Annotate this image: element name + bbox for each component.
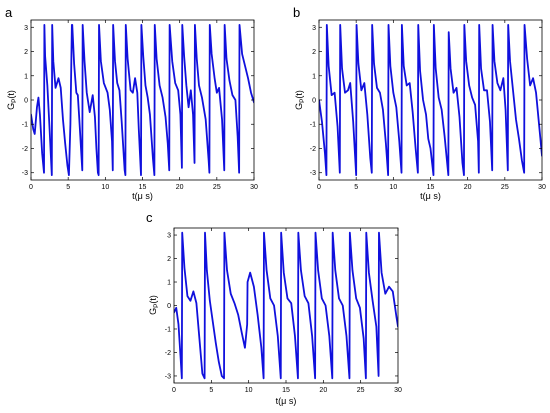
panel-a-xtick-label: 10: [101, 184, 109, 191]
panel-c-ytick-label: -3: [165, 373, 171, 380]
panel-c-ytick-label: 2: [167, 256, 171, 263]
panel-c-ylabel-sub: P: [153, 304, 160, 308]
panel-c-xtick-label: 15: [282, 387, 290, 394]
panel-b: b 0 5 10 15 20 25 30 -3 -2 -1 0 1 2 3 t(μ s) GP(t): [293, 5, 546, 201]
panel-a-xtick-label: 5: [66, 184, 70, 191]
panel-b-letter: b: [293, 5, 300, 20]
panel-a-xtick-label: 30: [250, 184, 258, 191]
panel-b-xlabel: t(μ s): [420, 191, 441, 201]
panel-b-ytick-label: 3: [312, 25, 316, 32]
panel-a-xtick-label: 15: [139, 184, 147, 191]
panel-b-ytick-label: -3: [310, 170, 316, 177]
panel-b-xtick-label: 15: [427, 184, 435, 191]
panel-b-xtick-label: 20: [464, 184, 472, 191]
panel-b-ytick-label: 0: [312, 98, 316, 105]
panel-b-ylabel: GP(t): [294, 90, 306, 110]
panel-c-xtick-label: 30: [394, 387, 402, 394]
panel-b-xtick-label: 25: [501, 184, 509, 191]
panel-c-plot: 0 5 10 15 20 25 30 -3 -2 -1 0 1 2 3: [165, 227, 402, 394]
panel-c-ytick-label: 0: [167, 303, 171, 310]
panel-c-letter: c: [146, 210, 153, 225]
panel-b-series-line-0: [319, 23, 542, 177]
panel-a-ytick-label: 2: [24, 49, 28, 56]
panel-a-letter: a: [5, 5, 13, 20]
panel-c-ytick-label: 1: [167, 280, 171, 287]
panel-a-ylabel-main: G: [6, 103, 16, 110]
panel-a-series-line-0: [31, 23, 254, 177]
panel-a-ytick-label: 3: [24, 25, 28, 32]
panel-b-ytick-label: -1: [310, 122, 316, 129]
panel-a-ylabel: GP(t): [6, 90, 18, 110]
panel-b-plot: 0 5 10 15 20 25 30 -3 -2 -1 0 1 2 3: [310, 19, 546, 191]
panel-c-xtick-label: 20: [319, 387, 327, 394]
panel-a-xtick-label: 25: [213, 184, 221, 191]
panel-b-xtick-label: 0: [317, 184, 321, 191]
panel-c-xlabel: t(μ s): [276, 396, 297, 406]
panel-c-ylabel-main: G: [148, 308, 158, 315]
panel-b-ytick-label: -2: [310, 146, 316, 153]
panel-c-xtick-label: 10: [245, 387, 253, 394]
panel-c: c 0 5 10 15 20 25 30 -3 -2 -1 0 1 2 3 t(μ s) GP(t): [146, 210, 402, 406]
panel-b-xtick-label: 30: [538, 184, 546, 191]
panel-c-ytick-label: 3: [167, 233, 171, 240]
panel-b-xtick-label: 5: [354, 184, 358, 191]
panel-c-series-line-0: [174, 231, 398, 380]
panel-c-ylabel: GP(t): [148, 295, 160, 315]
panel-a-ytick-label: -1: [22, 122, 28, 129]
panel-a-ylabel-tail: (t): [6, 90, 16, 99]
panel-a-xtick-label: 0: [29, 184, 33, 191]
panel-b-ytick-label: 2: [312, 49, 316, 56]
panel-c-ytick-label: -2: [165, 350, 171, 357]
panel-a-ytick-label: -2: [22, 146, 28, 153]
panel-a-ytick-label: -3: [22, 170, 28, 177]
panel-b-ytick-label: 1: [312, 73, 316, 80]
panel-c-xtick-label: 5: [209, 387, 213, 394]
panel-a-xtick-label: 20: [176, 184, 184, 191]
panel-b-ylabel-tail: (t): [294, 90, 304, 99]
panel-a: a 0 5 10 15 20 25 30 -3 -2 -1 0 1 2 3 t(μ s) GP(t): [5, 5, 258, 201]
panel-a-plot: 0 5 10 15 20 25 30 -3 -2 -1 0 1 2 3: [22, 19, 258, 191]
panel-b-xtick-label: 10: [389, 184, 397, 191]
panel-a-ylabel-sub: P: [11, 99, 18, 103]
panel-c-ylabel-tail: (t): [148, 295, 158, 304]
panel-b-ylabel-main: G: [294, 103, 304, 110]
panel-a-xlabel: t(μ s): [132, 191, 153, 201]
panel-a-ytick-label: 1: [24, 73, 28, 80]
panel-c-xtick-label: 0: [172, 387, 176, 394]
panel-a-ytick-label: 0: [24, 98, 28, 105]
panel-c-xtick-label: 25: [357, 387, 365, 394]
panel-b-ylabel-sub: P: [299, 99, 306, 103]
panel-c-ytick-label: -1: [165, 326, 171, 333]
